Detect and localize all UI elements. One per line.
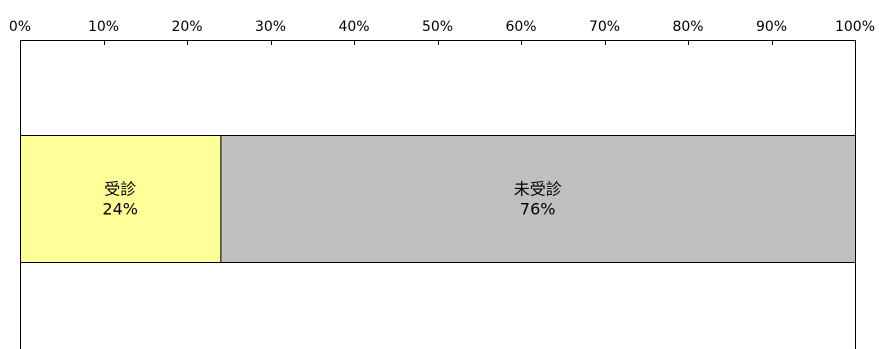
x-tick-label: 100% xyxy=(835,19,875,35)
segment-value-label: 76% xyxy=(520,200,556,219)
x-tick-label: 60% xyxy=(505,19,536,35)
bar-segment-1 xyxy=(220,135,856,263)
x-tick-label: 80% xyxy=(672,19,703,35)
x-tick-label: 90% xyxy=(756,19,787,35)
x-tick-label: 0% xyxy=(9,19,31,35)
x-tick-label: 10% xyxy=(88,19,119,35)
segment-value-label: 24% xyxy=(102,200,138,219)
x-tick-label: 20% xyxy=(171,19,202,35)
x-tick-label: 70% xyxy=(589,19,620,35)
x-tick-label: 40% xyxy=(338,19,369,35)
bar-segment-0 xyxy=(20,135,222,263)
x-tick-label: 50% xyxy=(422,19,453,35)
segment-name-label: 受診 xyxy=(104,180,136,199)
stacked-bar xyxy=(20,135,856,263)
x-axis: 0% 10% 20% 30% 40% 50% 60% 70% 80% 90% 100% xyxy=(9,19,875,349)
segment-name-label: 未受診 xyxy=(514,180,562,199)
x-tick-label: 30% xyxy=(255,19,286,35)
